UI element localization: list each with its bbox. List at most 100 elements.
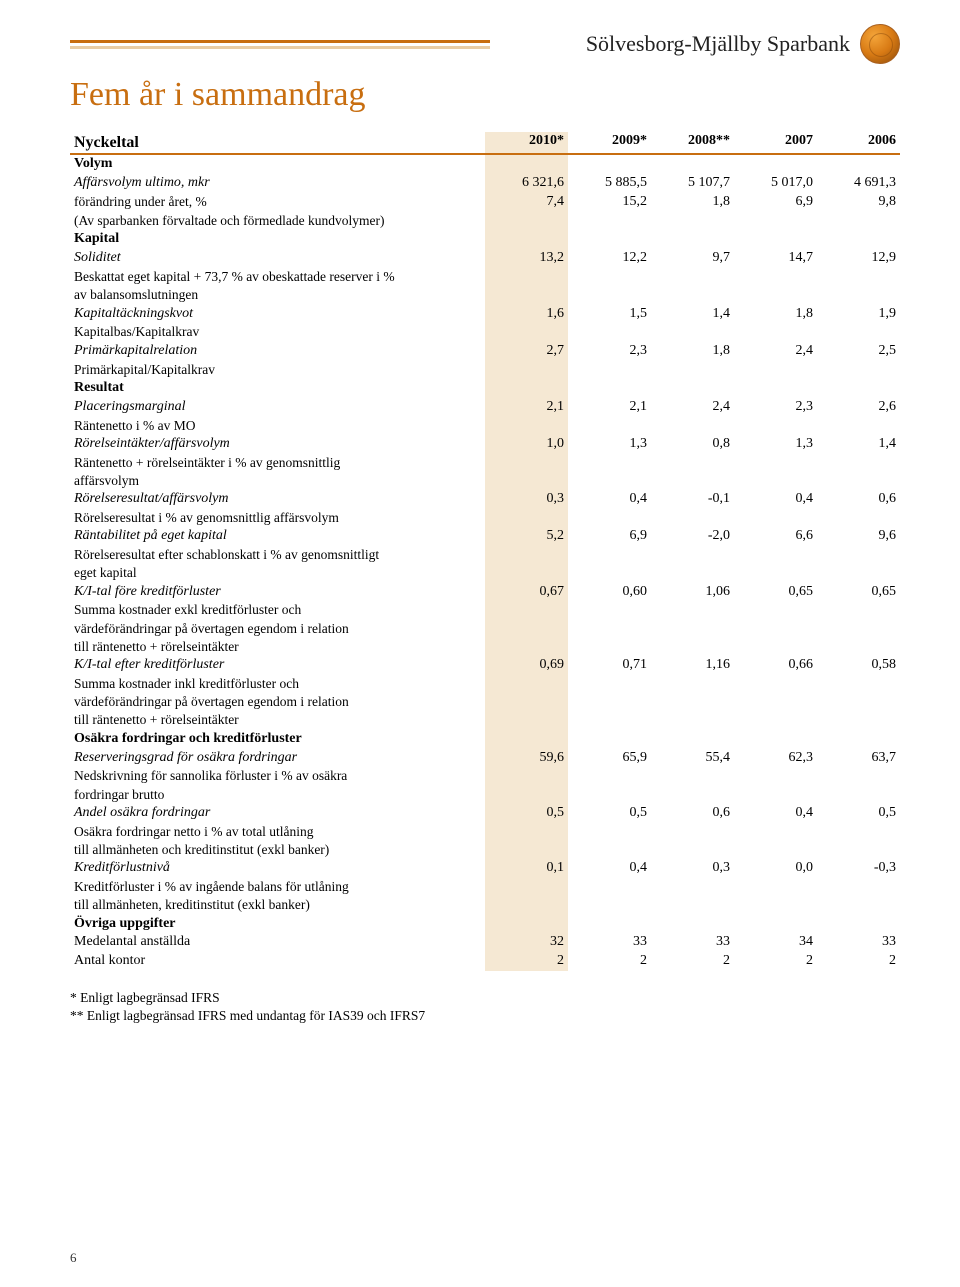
- row-sub: Primärkapital/Kapitalkrav: [70, 361, 485, 379]
- row-value: 2,4: [734, 342, 817, 361]
- row-value: 6,9: [568, 527, 651, 546]
- row-value: 6 321,6: [485, 174, 568, 193]
- col-2006: 2006: [817, 132, 900, 155]
- row-value: 0,4: [734, 490, 817, 509]
- brand-name: Sölvesborg-Mjällby Sparbank: [586, 29, 850, 59]
- row-value: 15,2: [568, 193, 651, 212]
- row-value: 0,5: [485, 804, 568, 823]
- row-value: 7,4: [485, 193, 568, 212]
- brand-block: Sölvesborg-Mjällby Sparbank: [586, 24, 900, 64]
- row-label: K/I-tal före kreditförluster: [70, 583, 485, 602]
- row-sub: värdeförändringar på övertagen egendom i…: [70, 620, 485, 638]
- row-sub: Summa kostnader inkl kreditförluster och: [70, 675, 485, 693]
- row-value: 0,3: [651, 859, 734, 878]
- row-value: 0,69: [485, 656, 568, 675]
- page-number: 6: [70, 1249, 77, 1267]
- row-value: 1,4: [651, 305, 734, 324]
- row-value: 5 017,0: [734, 174, 817, 193]
- row-value: 0,66: [734, 656, 817, 675]
- row-value: 2: [734, 952, 817, 971]
- row-value: 9,6: [817, 527, 900, 546]
- row-value: 0,8: [651, 435, 734, 454]
- row-value: 0,60: [568, 583, 651, 602]
- row-value: 0,5: [568, 804, 651, 823]
- row-value: 2,6: [817, 398, 900, 417]
- row-value: 33: [568, 933, 651, 952]
- col-label: Nyckeltal: [70, 132, 485, 155]
- row-sub: till allmänheten och kreditinstitut (exk…: [70, 841, 485, 859]
- row-sub: Kapitalbas/Kapitalkrav: [70, 323, 485, 341]
- row-sub: eget kapital: [70, 564, 485, 582]
- row-label: Placeringsmarginal: [70, 398, 485, 417]
- row-sub: Rörelseresultat i % av genomsnittlig aff…: [70, 509, 485, 527]
- row-value: 2,3: [568, 342, 651, 361]
- row-label: Primärkapitalrelation: [70, 342, 485, 361]
- row-value: 1,3: [734, 435, 817, 454]
- section-resultat: Resultat: [70, 379, 485, 398]
- row-label: Räntabilitet på eget kapital: [70, 527, 485, 546]
- row-value: 0,58: [817, 656, 900, 675]
- row-label: Andel osäkra fordringar: [70, 804, 485, 823]
- row-value: 1,16: [651, 656, 734, 675]
- row-value: 1,8: [651, 193, 734, 212]
- row-label: K/I-tal efter kreditförluster: [70, 656, 485, 675]
- row-value: 33: [651, 933, 734, 952]
- row-sub: (Av sparbanken förvaltade och förmedlade…: [70, 212, 485, 230]
- row-sub: till räntenetto + rörelseintäkter: [70, 638, 485, 656]
- row-value: -0,3: [817, 859, 900, 878]
- row-sub: fordringar brutto: [70, 786, 485, 804]
- row-value: 2,4: [651, 398, 734, 417]
- col-2010: 2010*: [485, 132, 568, 155]
- row-sub: Osäkra fordringar netto i % av total utl…: [70, 823, 485, 841]
- row-value: 9,8: [817, 193, 900, 212]
- row-value: 5 885,5: [568, 174, 651, 193]
- row-sub: till räntenetto + rörelseintäkter: [70, 711, 485, 729]
- row-value: 12,9: [817, 249, 900, 268]
- col-2007: 2007: [734, 132, 817, 155]
- row-value: 55,4: [651, 749, 734, 768]
- row-value: 1,5: [568, 305, 651, 324]
- row-value: 2,1: [485, 398, 568, 417]
- row-value: 2: [817, 952, 900, 971]
- row-value: 0,4: [568, 490, 651, 509]
- row-value: 65,9: [568, 749, 651, 768]
- row-sub: Räntenetto + rörelseintäkter i % av geno…: [70, 454, 485, 472]
- row-value: 32: [485, 933, 568, 952]
- row-sub: affärsvolym: [70, 472, 485, 490]
- row-label: Rörelseintäkter/affärsvolym: [70, 435, 485, 454]
- row-value: 1,8: [734, 305, 817, 324]
- row-sub: Summa kostnader exkl kreditförluster och: [70, 601, 485, 619]
- header-bar: Sölvesborg-Mjällby Sparbank: [70, 24, 900, 64]
- row-value: 2,7: [485, 342, 568, 361]
- row-value: 1,6: [485, 305, 568, 324]
- decorative-stripes: [70, 40, 490, 49]
- footnote-1: * Enligt lagbegränsad IFRS: [70, 989, 900, 1007]
- row-sub: till allmänheten, kreditinstitut (exkl b…: [70, 896, 485, 914]
- row-value: 1,3: [568, 435, 651, 454]
- row-value: 2: [485, 952, 568, 971]
- row-label: Kreditförlustnivå: [70, 859, 485, 878]
- col-2008: 2008**: [651, 132, 734, 155]
- row-value: 2,3: [734, 398, 817, 417]
- row-value: -0,1: [651, 490, 734, 509]
- row-label: Kapitaltäckningskvot: [70, 305, 485, 324]
- row-value: 5,2: [485, 527, 568, 546]
- row-value: 0,6: [817, 490, 900, 509]
- row-value: 14,7: [734, 249, 817, 268]
- page-title: Fem år i sammandrag: [70, 72, 900, 118]
- row-label: Reserveringsgrad för osäkra fordringar: [70, 749, 485, 768]
- row-value: 0,67: [485, 583, 568, 602]
- row-value: 0,6: [651, 804, 734, 823]
- row-value: 0,4: [568, 859, 651, 878]
- row-value: 0,65: [817, 583, 900, 602]
- footnotes: * Enligt lagbegränsad IFRS ** Enligt lag…: [70, 989, 900, 1025]
- row-label: förändring under året, %: [70, 193, 485, 212]
- row-label: Antal kontor: [70, 952, 485, 971]
- row-sub: Nedskrivning för sannolika förluster i %…: [70, 767, 485, 785]
- row-value: 59,6: [485, 749, 568, 768]
- section-osakra: Osäkra fordringar och kreditförluster: [70, 730, 485, 749]
- row-sub: Räntenetto i % av MO: [70, 417, 485, 435]
- row-value: 9,7: [651, 249, 734, 268]
- row-value: 62,3: [734, 749, 817, 768]
- nyckeltal-table: Nyckeltal 2010* 2009* 2008** 2007 2006 V…: [70, 132, 900, 971]
